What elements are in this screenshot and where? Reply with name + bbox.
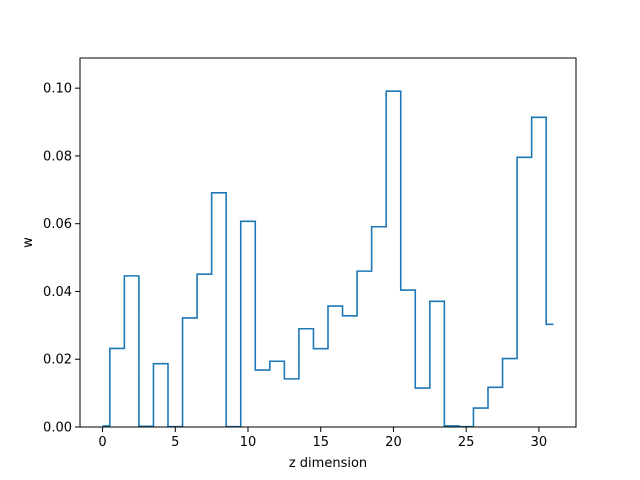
x-axis: 0 5 10 15 20 25 30: [98, 427, 547, 450]
y-tick-label: 0.04: [43, 285, 72, 300]
x-axis-label: z dimension: [289, 456, 367, 471]
y-tick-label: 0.02: [43, 353, 72, 368]
y-tick-label: 0.06: [43, 217, 72, 232]
x-tick-label: 0: [98, 435, 106, 450]
x-tick-label: 15: [312, 435, 329, 450]
x-tick-label: 20: [385, 435, 402, 450]
x-tick-label: 25: [458, 435, 475, 450]
plot-frame: [79, 57, 577, 428]
y-axis-label: w: [21, 237, 36, 248]
plot-area: [80, 58, 576, 427]
y-tick-label: 0.10: [43, 82, 72, 97]
y-tick-label: 0.08: [43, 149, 72, 164]
x-tick-label: 10: [240, 435, 257, 450]
y-tick-label: 0.00: [43, 421, 72, 436]
x-tick-label: 30: [531, 435, 548, 450]
y-axis: 0.00 0.02 0.04 0.06 0.08 0.10: [43, 82, 80, 436]
x-tick-label: 5: [171, 435, 179, 450]
